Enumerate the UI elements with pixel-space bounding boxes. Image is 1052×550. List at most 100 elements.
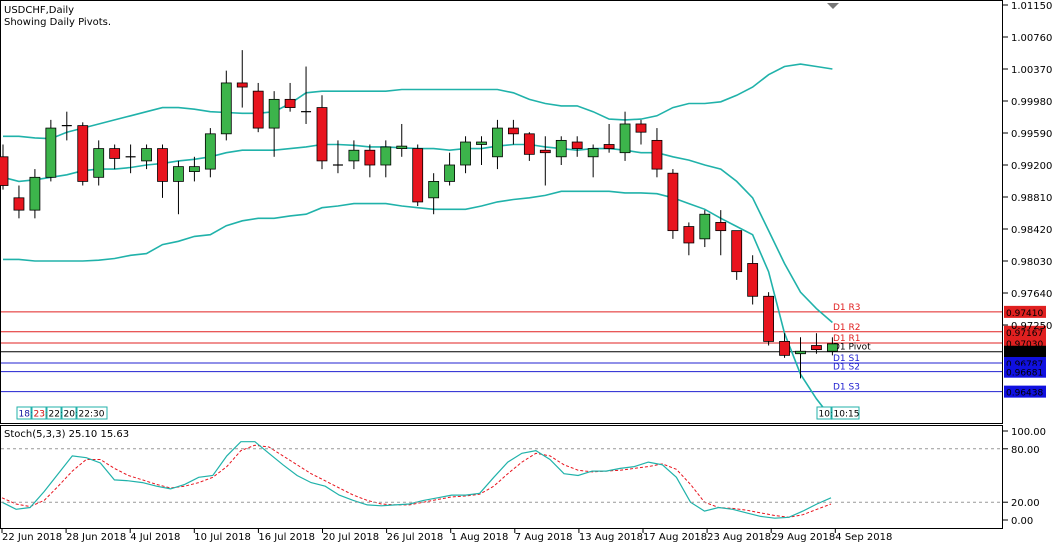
stoch-tick-label: 100.00 [1011, 427, 1046, 438]
pivot-value-box [1004, 345, 1046, 358]
pivot-level-name: D1 S1 [833, 354, 860, 364]
stoch-tick-label: 0.00 [1011, 516, 1033, 527]
bollinger-upper [3, 63, 833, 140]
clock-cell-label: 22: [49, 410, 63, 420]
candle-body [77, 125, 89, 182]
date-label: 13 Aug 2018 [579, 532, 643, 543]
candle-body [396, 145, 408, 149]
candle-body [715, 222, 727, 232]
price-tick-label: 0.99590 [1011, 129, 1052, 140]
price-tick-label: 0.98420 [1011, 225, 1052, 236]
stoch-main-line [1, 441, 832, 519]
pivot-value-label: 0.97030 [1006, 340, 1043, 350]
date-label: 28 Jun 2018 [66, 532, 126, 543]
stoch-tick-label: 80.00 [1011, 445, 1040, 456]
pivot-value-label: 0.97167 [1006, 329, 1043, 339]
date-label: 4 Sep 2018 [835, 532, 892, 543]
price-tick-label: 0.98810 [1011, 193, 1052, 204]
candle-body [635, 123, 647, 133]
candle-body [795, 350, 806, 355]
date-label: 16 Jul 2018 [258, 532, 315, 543]
stoch-label: Stoch(5,3,3) 25.10 15.63 [4, 429, 129, 440]
date-label: 29 Aug 2018 [771, 532, 835, 543]
candle-body [476, 141, 487, 145]
candle-body [779, 341, 790, 356]
candle-body [539, 149, 551, 154]
candle-body [252, 90, 264, 129]
stoch-axis: 100.00 80.00 20.00 0.00 [1, 427, 1046, 527]
pivot-value-label: 0.96924 [1006, 349, 1043, 359]
candle-body [188, 166, 200, 172]
candle-body [316, 107, 328, 162]
pivot-value-box [1004, 365, 1046, 378]
candle-body [220, 82, 232, 135]
date-label: 22 Jun 2018 [2, 532, 62, 543]
candle-body [157, 148, 168, 182]
bollinger-bands [2, 63, 834, 420]
clock-cell-label: 10: [819, 410, 833, 420]
pivot-level-name: D1 Pivot [833, 343, 871, 353]
pivot-value-box [1004, 305, 1046, 318]
candle-body [109, 148, 121, 159]
session-clock-right: 10: 10:15 [816, 406, 860, 420]
bollinger-lower [3, 190, 834, 420]
clock-cell [16, 406, 32, 420]
candle-body [29, 176, 41, 211]
candle-body [444, 164, 456, 182]
pivot-level-name: D1 S2 [833, 363, 860, 373]
price-tick-label: 0.99980 [1011, 97, 1052, 108]
date-label: 7 Aug 2018 [515, 532, 573, 543]
chart-shift-marker-icon[interactable] [827, 3, 839, 9]
candle-body [492, 127, 503, 158]
symbol-label: USDCHF,Daily [4, 5, 74, 16]
pivot-caption: Showing Daily Pivots. [4, 17, 111, 28]
candle-body [619, 123, 631, 154]
candle-body [683, 226, 695, 244]
candle-body [284, 98, 296, 108]
candlesticks [0, 50, 838, 379]
candle-body [667, 172, 679, 232]
clock-cell [816, 406, 832, 420]
clock-cell-label: 22:30 [79, 410, 105, 420]
stochastic-lines [1, 441, 832, 519]
stoch-pane-frame [0, 425, 1003, 529]
stoch-signal-line [1, 444, 832, 518]
price-tick-label: 1.01150 [1011, 1, 1052, 12]
clock-cell [46, 406, 62, 420]
date-label: 17 Aug 2018 [643, 532, 707, 543]
pivot-value-label: 0.96438 [1006, 389, 1043, 399]
stoch-tick-label: 20.00 [1011, 498, 1040, 509]
candle-body [236, 82, 248, 88]
candle-body [507, 127, 519, 135]
date-axis: 22 Jun 2018 28 Jun 2018 4 Jul 2018 10 Jul 2… [1, 529, 892, 543]
pivot-level-name: D1 R2 [833, 323, 861, 333]
price-tick-label: 1.00760 [1011, 33, 1052, 44]
pivot-value-label: 0.96787 [1006, 360, 1043, 370]
date-label: 4 Jul 2018 [130, 532, 180, 543]
candle-body [747, 263, 759, 297]
candle-body [699, 213, 711, 240]
candle-body [364, 149, 376, 166]
pivot-value-label: 0.96681 [1006, 369, 1043, 379]
pivot-level-name: D1 R1 [833, 334, 861, 344]
candle-body [555, 139, 567, 158]
clock-cell [61, 406, 77, 420]
candle-body [380, 146, 392, 166]
candle-body [460, 141, 471, 166]
pivot-value-box [1004, 385, 1046, 398]
candle-body [571, 141, 583, 149]
candle-body [827, 343, 838, 352]
candle-body [268, 98, 280, 129]
pivot-value-label: 0.97410 [1006, 309, 1043, 319]
clock-cell [831, 406, 860, 420]
candle-body [93, 148, 105, 178]
date-label: 1 Aug 2018 [451, 532, 509, 543]
price-axis: 1.01150 1.00760 1.00370 0.99980 0.99590 0.992… [1003, 1, 1052, 332]
pivot-value-box [1004, 325, 1046, 338]
price-tick-label: 0.97640 [1011, 289, 1052, 300]
candle-body [651, 139, 663, 170]
candle-body [412, 148, 424, 203]
price-tick-label: 1.00370 [1011, 65, 1052, 76]
candle-body [348, 149, 360, 162]
